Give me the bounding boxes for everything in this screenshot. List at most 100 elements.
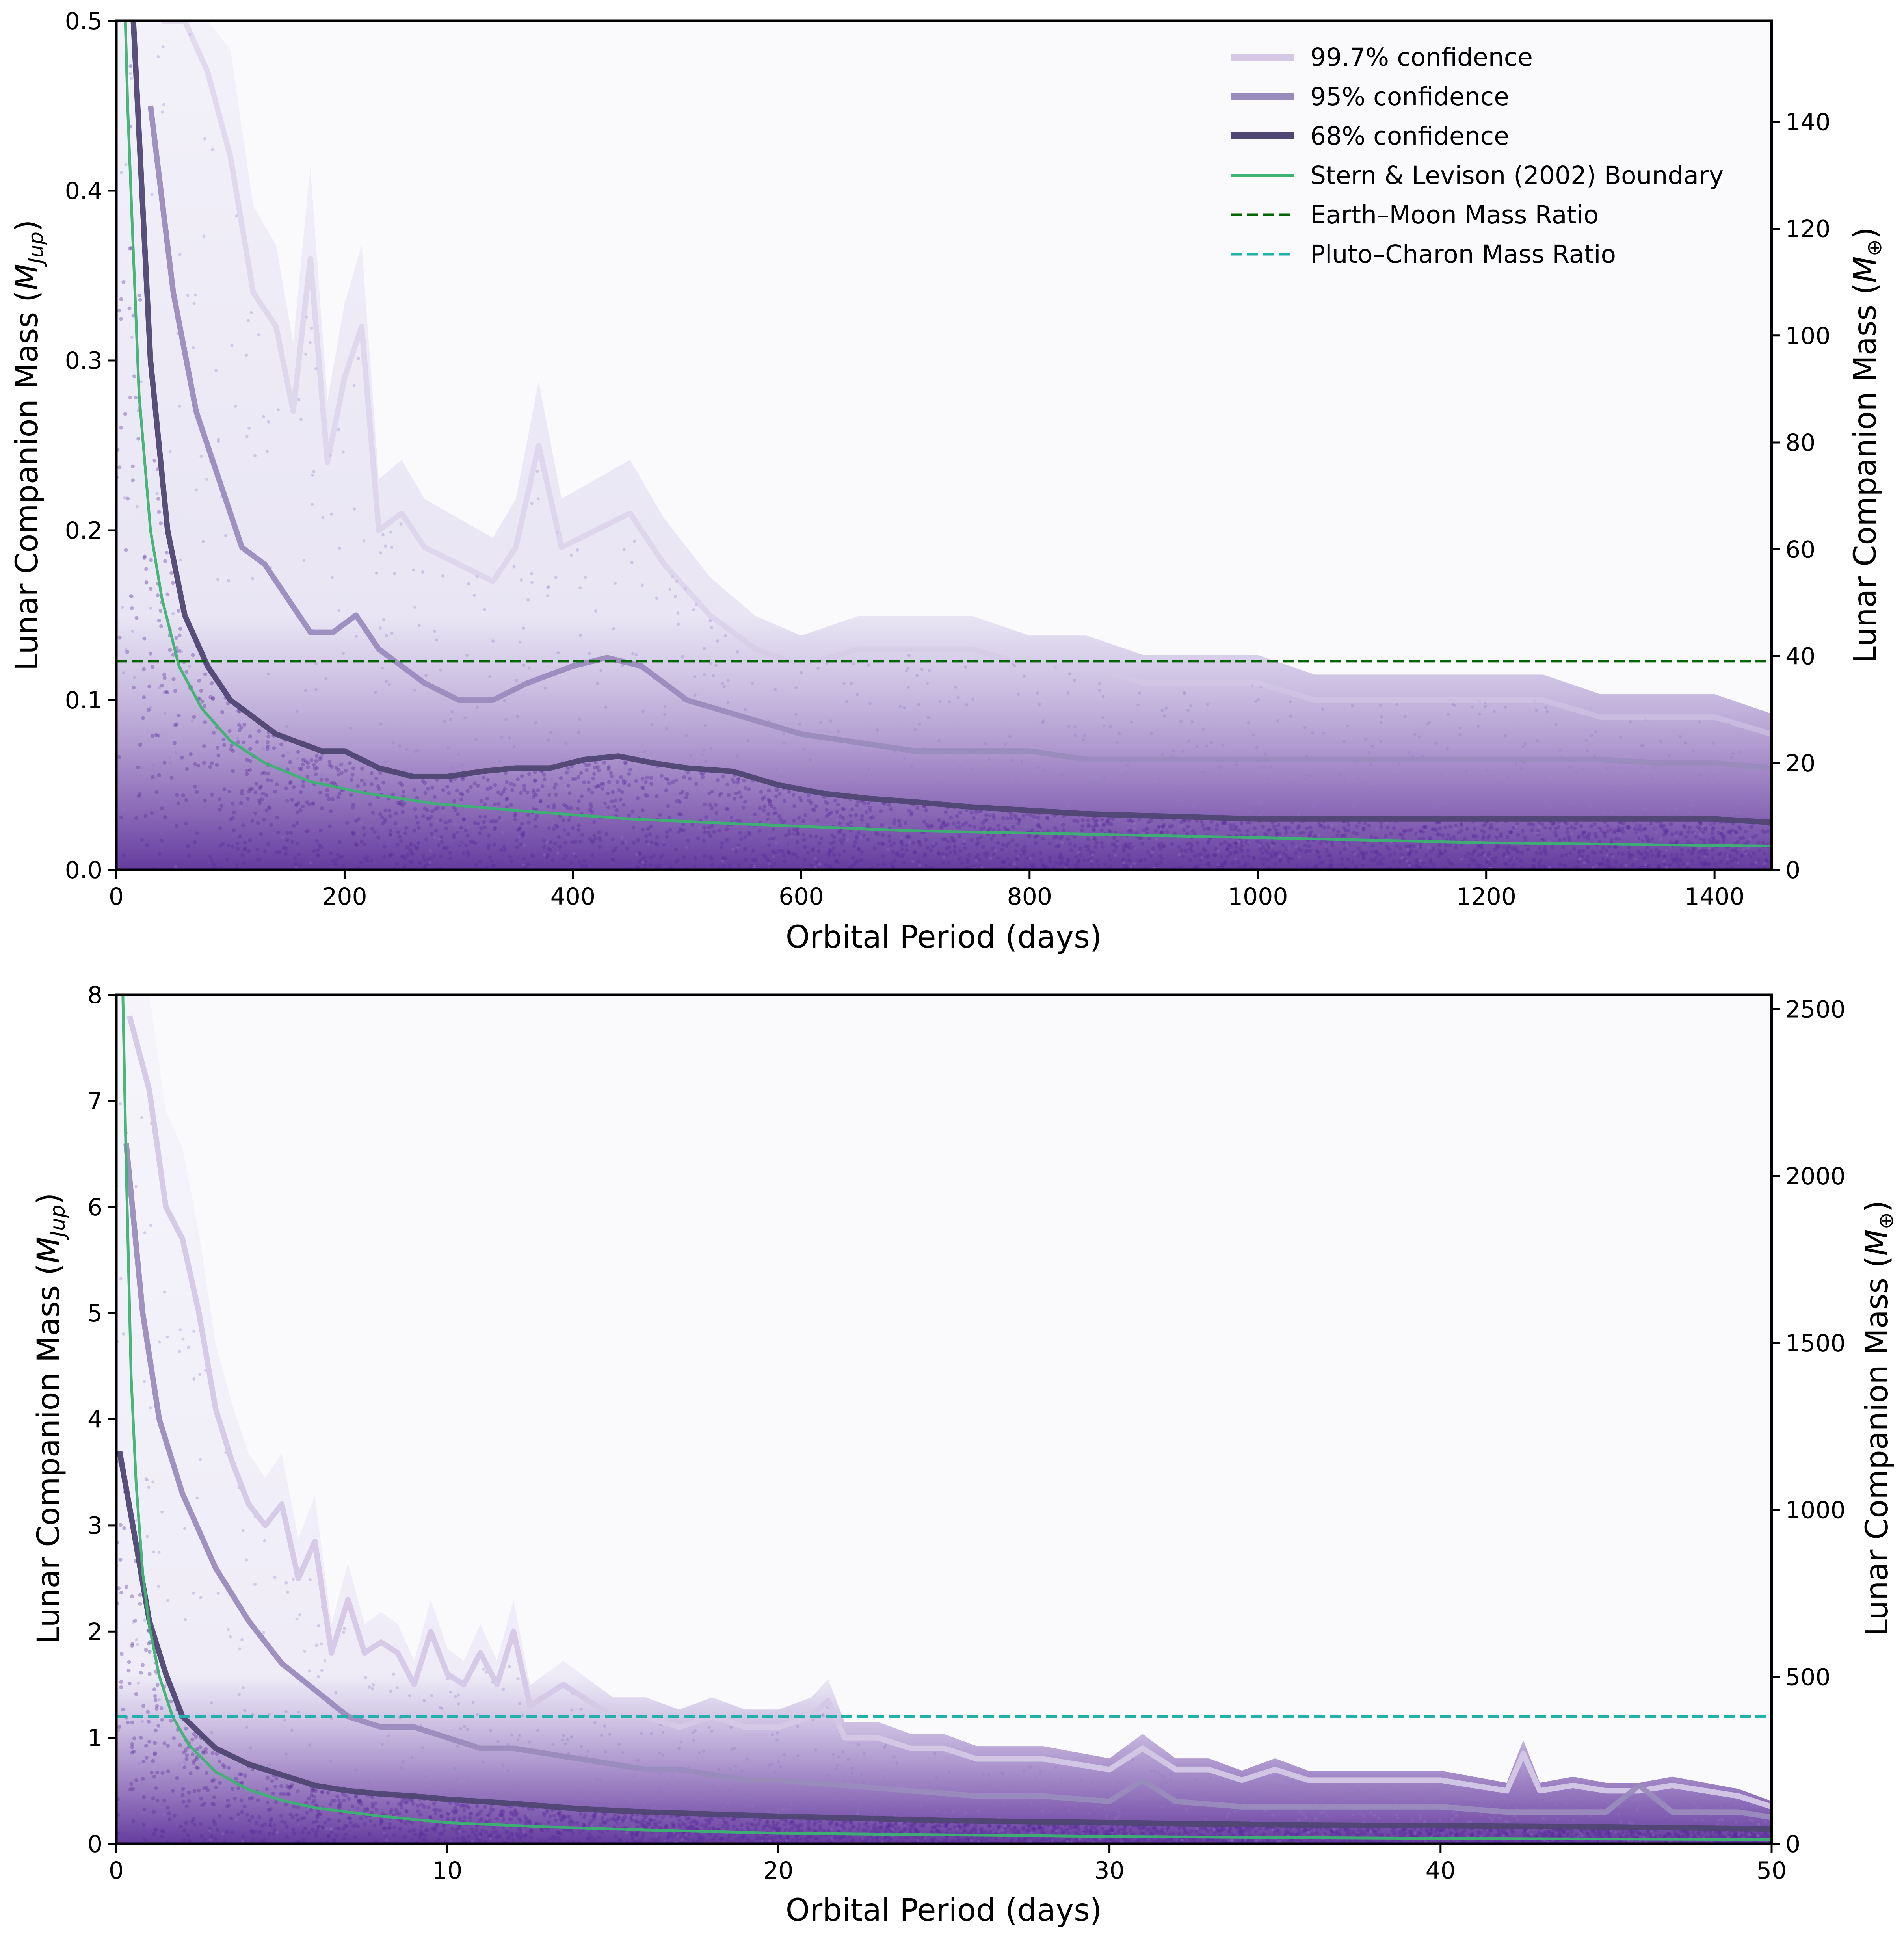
scatter-point: [591, 1814, 596, 1818]
scatter-point: [1414, 832, 1419, 836]
scatter-point: [1045, 790, 1048, 793]
scatter-point: [1552, 821, 1556, 826]
scatter-point: [540, 784, 545, 788]
scatter-point: [907, 835, 912, 839]
scatter-point: [163, 712, 167, 715]
scatter-point: [749, 864, 753, 868]
scatter-point: [1743, 1834, 1747, 1838]
scatter-point: [1045, 816, 1049, 820]
scatter-point: [1748, 838, 1752, 841]
scatter-point: [668, 827, 672, 832]
scatter-point: [266, 450, 269, 453]
scatter-point: [329, 765, 334, 769]
scatter-point: [297, 398, 301, 401]
scatter-point: [1508, 830, 1513, 834]
scatter-point: [159, 838, 164, 843]
scatter-point: [489, 819, 493, 823]
scatter-point: [908, 1827, 912, 1831]
scatter-point: [1483, 853, 1487, 857]
scatter-point: [250, 787, 254, 791]
scatter-point: [1473, 848, 1477, 853]
scatter-point: [1578, 1828, 1582, 1833]
scatter-point: [134, 816, 138, 820]
scatter-point: [852, 844, 856, 848]
scatter-point: [136, 794, 141, 798]
scatter-point: [588, 652, 591, 655]
scatter-point: [1233, 827, 1237, 831]
scatter-point: [138, 792, 142, 796]
scatter-point: [555, 825, 560, 829]
scatter-point: [480, 1828, 485, 1833]
scatter-point: [837, 730, 840, 733]
scatter-point: [720, 1837, 724, 1841]
scatter-point: [712, 1836, 716, 1841]
scatter-point: [214, 369, 218, 372]
scatter-point: [1043, 865, 1047, 869]
scatter-point: [119, 171, 123, 174]
scatter-point: [877, 1829, 881, 1834]
scatter-point: [1266, 857, 1270, 862]
scatter-point: [763, 854, 768, 858]
scatter-point: [158, 686, 161, 690]
scatter-point: [1473, 827, 1477, 831]
scatter-point: [117, 465, 122, 470]
scatter-point: [538, 799, 543, 804]
scatter-point: [871, 815, 875, 819]
scatter-point: [1017, 855, 1021, 858]
scatter-point: [260, 797, 264, 802]
scatter-point: [1346, 844, 1350, 847]
scatter-point: [593, 785, 598, 789]
scatter-point: [456, 812, 460, 816]
scatter-point: [511, 1838, 515, 1842]
y2-axis-label: Lunar Companion Mass (M⊕): [1848, 227, 1886, 663]
scatter-point: [1586, 834, 1590, 838]
scatter-point: [288, 1785, 292, 1789]
scatter-point: [262, 747, 265, 751]
scatter-point: [258, 786, 262, 790]
scatter-point: [1407, 845, 1411, 849]
scatter-point: [1030, 828, 1034, 832]
scatter-point: [599, 669, 603, 672]
scatter-point: [1095, 818, 1099, 823]
scatter-point: [1379, 787, 1382, 790]
scatter-point: [961, 1838, 966, 1842]
scatter-point: [255, 847, 260, 852]
scatter-point: [257, 333, 261, 336]
scatter-point: [653, 1822, 657, 1827]
scatter-point: [1586, 749, 1589, 752]
scatter-point: [552, 803, 556, 807]
scatter-point: [1030, 863, 1034, 867]
scatter-point: [1532, 858, 1536, 863]
scatter-point: [736, 778, 741, 782]
scatter-point: [1540, 838, 1544, 842]
scatter-point: [327, 824, 332, 829]
scatter-point: [594, 609, 597, 613]
scatter-point: [234, 1776, 238, 1781]
scatter-point: [123, 496, 126, 500]
scatter-point: [874, 1834, 878, 1839]
scatter-point: [1181, 750, 1185, 753]
scatter-point: [1398, 860, 1402, 864]
scatter-point: [939, 827, 943, 831]
scatter-point: [1730, 756, 1733, 759]
scatter-point: [439, 835, 444, 840]
scatter-point: [161, 45, 165, 49]
scatter-point: [1588, 797, 1592, 801]
scatter-point: [861, 1828, 866, 1832]
scatter-point: [1765, 859, 1769, 863]
scatter-point: [405, 845, 409, 849]
scatter-point: [274, 850, 279, 854]
scatter-point: [1386, 1833, 1391, 1838]
scatter-point: [144, 1648, 148, 1652]
legend-label: Stern & Levison (2002) Boundary: [1310, 161, 1724, 190]
scatter-point: [398, 801, 402, 805]
scatter-point: [826, 1828, 831, 1833]
scatter-point: [504, 797, 509, 801]
scatter-point: [1259, 801, 1263, 804]
scatter-point: [1373, 1829, 1377, 1833]
scatter-point: [378, 771, 382, 775]
scatter-point: [825, 807, 829, 812]
scatter-point: [1050, 1836, 1054, 1841]
scatter-point: [1205, 744, 1208, 748]
scatter-point: [1494, 1833, 1499, 1837]
